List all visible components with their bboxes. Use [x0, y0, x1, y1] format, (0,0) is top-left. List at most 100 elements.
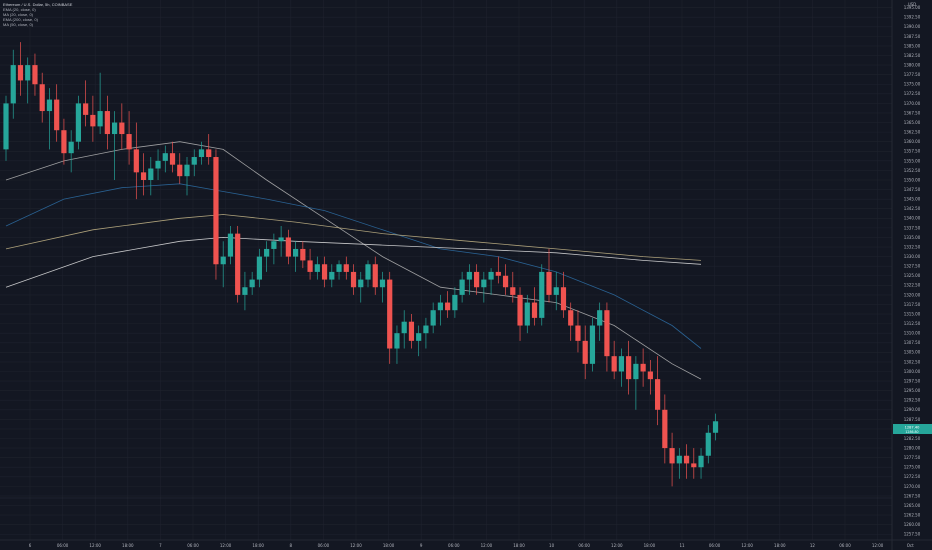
price-tick-label: 1325.00	[904, 273, 921, 278]
time-tick-label: 6	[29, 543, 32, 548]
candle-down	[502, 275, 509, 288]
candle-up	[75, 103, 81, 142]
price-axis[interactable]: USD 1395.00 1392.50 1390.00 1387.50 1385.00 1…	[904, 2, 921, 537]
price-tick-label: 1317.50	[904, 302, 921, 307]
candle-down	[372, 264, 378, 288]
candle-up	[452, 294, 458, 311]
time-tick-label: 7	[159, 543, 162, 548]
candle-down	[445, 302, 451, 311]
time-tick-label: 12:00	[350, 543, 362, 548]
price-tick-label: 1310.00	[904, 331, 921, 336]
candle-up	[358, 279, 364, 288]
candle-down	[604, 310, 610, 357]
candle-up	[481, 279, 487, 288]
time-tick-label: 12:00	[89, 543, 101, 548]
candle-up	[3, 103, 9, 150]
candlestick-series[interactable]	[3, 42, 719, 487]
candle-down	[560, 287, 567, 311]
price-tick-label: 1320.00	[904, 292, 921, 297]
candle-up	[466, 271, 472, 280]
candle-up	[97, 111, 103, 127]
candle-up	[618, 356, 624, 372]
price-tick-label: 1355.00	[904, 158, 921, 163]
candle-up	[698, 455, 704, 468]
legend-indicator-4: MA (50, close, 0)	[3, 22, 34, 27]
time-tick-label: 18:00	[644, 543, 656, 548]
candle-down	[474, 271, 480, 288]
candle-up	[68, 141, 74, 154]
price-tick-label: 1365.00	[904, 120, 921, 125]
last-price-badge: 1287.40 1286.80	[893, 424, 932, 434]
candle-down	[626, 356, 632, 380]
time-tick-label: 06:00	[578, 543, 590, 548]
price-tick-label: 1257.50	[904, 532, 921, 537]
time-axis[interactable]: 6 06:00 12:00 18:00 7 06:00 12:00 18:00 8 06:00 12…	[29, 543, 914, 548]
candle-down	[647, 371, 653, 380]
indicator-line	[5, 183, 702, 349]
candle-up	[271, 241, 277, 249]
price-tick-label: 1305.00	[904, 350, 921, 355]
grid-lines	[0, 0, 892, 540]
time-tick-label: 12:00	[611, 543, 623, 548]
price-tick-label: 1260.00	[904, 522, 921, 527]
candle-down	[343, 264, 349, 272]
candle-up	[430, 310, 436, 326]
candle-up	[227, 233, 234, 257]
candle-down	[90, 114, 96, 127]
price-tick-label: 1307.50	[904, 340, 921, 345]
candle-up	[597, 310, 603, 326]
time-tick-label: 18:00	[252, 543, 264, 548]
time-tick-label: 10	[549, 543, 555, 548]
currency-label: USD	[908, 2, 917, 7]
candle-down	[285, 237, 291, 257]
price-tick-label: 1375.00	[904, 82, 921, 87]
time-tick-label: 8	[290, 543, 293, 548]
time-tick-label: 9	[420, 543, 423, 548]
price-tick-label: 1270.00	[904, 484, 921, 489]
chart-title: Ethereum / U.S. Dollar, 5h, COINBASE	[3, 2, 73, 7]
candle-down	[119, 122, 125, 135]
price-tick-label: 1322.50	[904, 283, 921, 288]
candle-down	[83, 103, 89, 115]
price-tick-label: 1287.50	[904, 417, 921, 422]
price-tick-label: 1280.00	[904, 445, 921, 450]
candle-up	[198, 149, 205, 158]
candle-up	[416, 333, 422, 341]
candle-down	[213, 157, 219, 265]
candle-down	[546, 271, 552, 295]
price-tick-label: 1377.50	[904, 72, 921, 77]
time-tick-label: 12	[810, 543, 816, 548]
candle-down	[531, 302, 538, 318]
price-tick-label: 1262.50	[904, 513, 921, 518]
legend-indicator-2: MA (20, close, 0)	[3, 12, 34, 17]
candle-up	[589, 325, 596, 364]
candle-down	[235, 233, 241, 295]
candle-down	[177, 164, 183, 177]
price-tick-label: 1345.00	[904, 197, 921, 202]
candle-up	[712, 421, 719, 433]
candle-up	[379, 279, 386, 288]
candle-down	[387, 279, 393, 349]
time-tick-label: 18:00	[774, 543, 786, 548]
price-tick-label: 1390.00	[904, 24, 921, 29]
candle-down	[655, 379, 661, 410]
price-tick-label: 1370.00	[904, 101, 921, 106]
time-tick-label: 06:00	[318, 543, 330, 548]
candle-up	[524, 302, 530, 326]
candle-up	[676, 455, 682, 464]
candle-up	[553, 287, 559, 295]
candle-up	[488, 271, 494, 280]
candle-up	[437, 302, 443, 311]
candle-up	[112, 122, 118, 135]
candle-down	[582, 340, 588, 364]
candle-up	[314, 264, 320, 272]
price-tick-label: 1380.00	[904, 63, 921, 68]
price-tick-label: 1340.00	[904, 216, 921, 221]
time-tick-label: Oct	[907, 543, 914, 548]
price-tick-label: 1395.00	[904, 5, 921, 10]
candle-up	[242, 287, 248, 295]
price-tick-label: 1312.50	[904, 321, 921, 326]
price-tick-label: 1335.00	[904, 235, 921, 240]
